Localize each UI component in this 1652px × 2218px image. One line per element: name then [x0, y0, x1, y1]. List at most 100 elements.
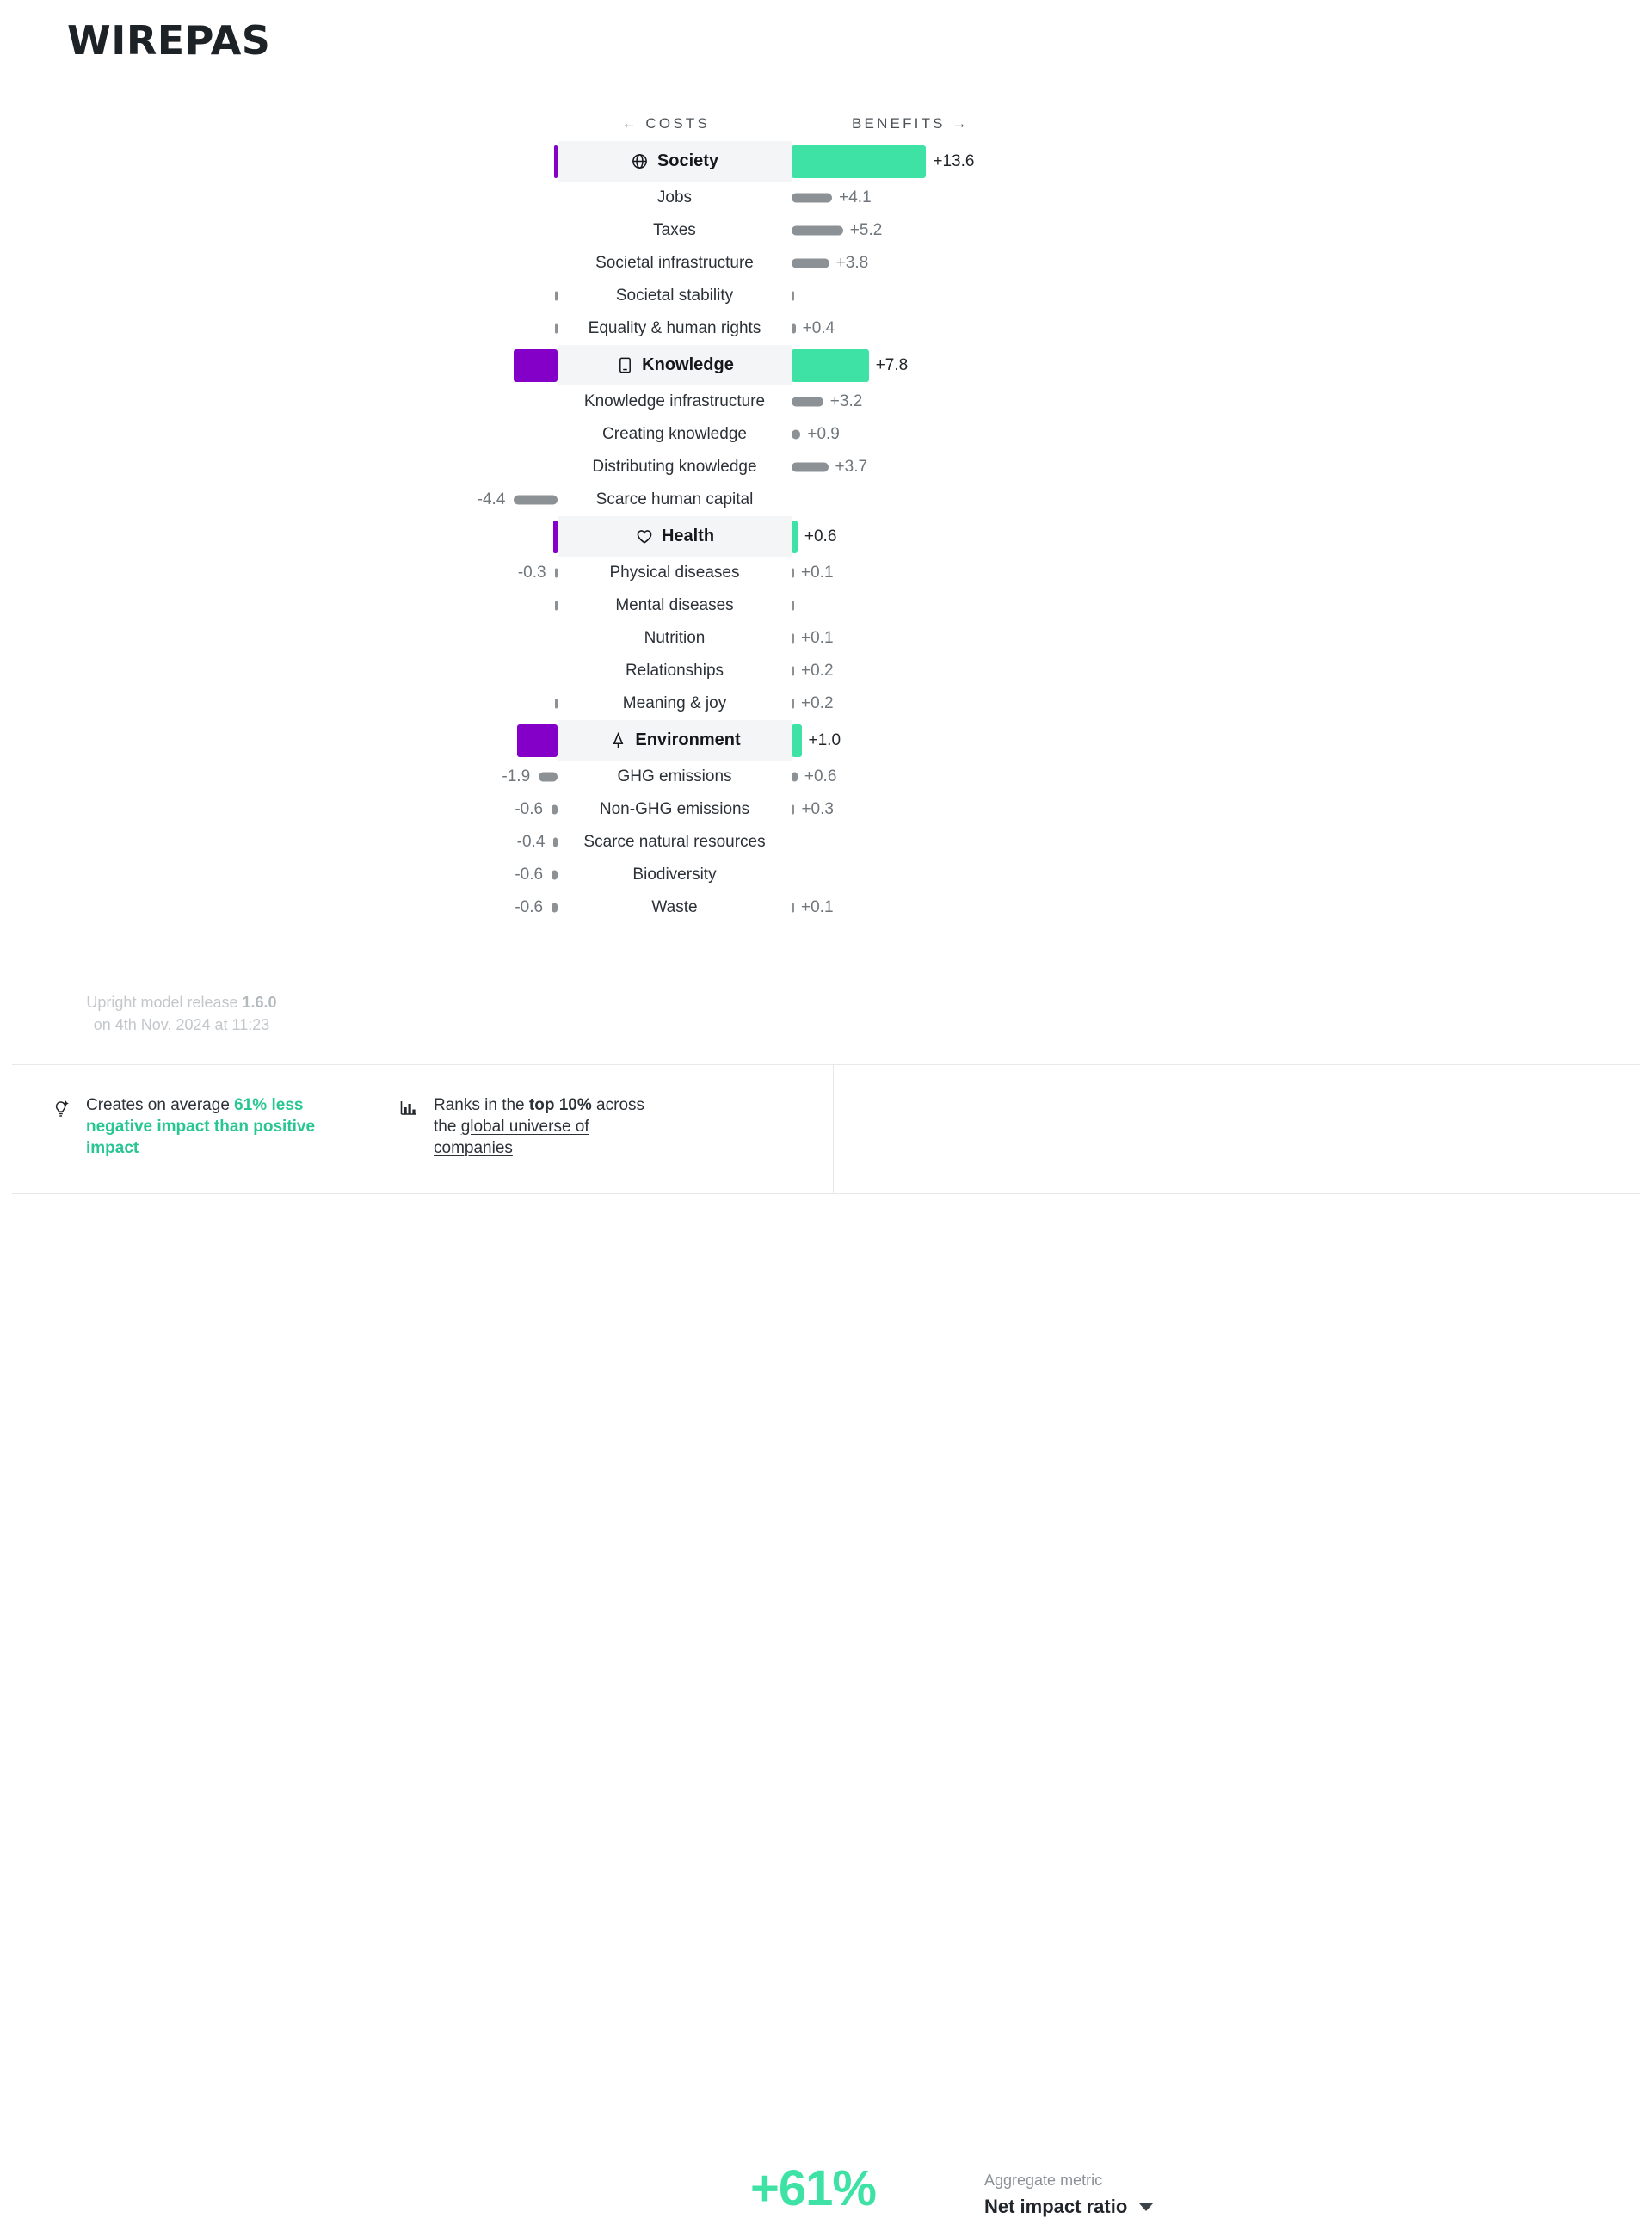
item-cost-bar	[555, 291, 558, 301]
item-label-cell[interactable]: Creating knowledge	[558, 418, 792, 451]
item-label-cell[interactable]: Equality & human rights	[558, 312, 792, 345]
item-benefit-value: +0.4	[802, 319, 835, 337]
item-label-cell[interactable]: Societal infrastructure	[558, 247, 792, 280]
item-row[interactable]: -0.6 Waste +0.1	[0, 891, 1652, 924]
category-row[interactable]: -0.1Society+13.6	[0, 141, 1652, 182]
item-benefit-bar	[792, 462, 829, 472]
item-row[interactable]: Societal stability	[0, 280, 1652, 312]
item-label-cell[interactable]: GHG emissions	[558, 761, 792, 793]
item-benefit-bar	[792, 666, 794, 676]
item-label-cell[interactable]: Knowledge infrastructure	[558, 385, 792, 418]
item-row[interactable]: Nutrition +0.1	[0, 622, 1652, 655]
item-row[interactable]: -4.4 Scarce human capital	[0, 484, 1652, 516]
footer-stat1-highlight: 61% less negative impact than positive i…	[86, 1096, 316, 1157]
item-label-cell[interactable]: Biodiversity	[558, 859, 792, 891]
item-name: Creating knowledge	[602, 425, 747, 443]
aggregate-metric-label: Aggregate metric	[984, 2172, 1103, 2189]
item-row[interactable]: -0.6 Biodiversity	[0, 859, 1652, 891]
axis-label-costs: ← COSTS	[621, 115, 710, 132]
category-label-cell[interactable]: Environment	[558, 720, 792, 761]
item-row[interactable]: -0.3 Physical diseases +0.1	[0, 557, 1652, 589]
item-benefit-bar	[792, 568, 794, 578]
item-label-cell[interactable]: Mental diseases	[558, 589, 792, 622]
item-benefit-value: +0.1	[801, 629, 834, 647]
item-label-cell[interactable]: Waste	[558, 891, 792, 924]
item-name: Mental diseases	[615, 596, 734, 614]
item-row[interactable]: -0.6 Non-GHG emissions +0.3	[0, 793, 1652, 826]
item-label-cell[interactable]: Jobs	[558, 182, 792, 214]
category-name: Environment	[635, 730, 741, 749]
item-name: Physical diseases	[609, 564, 740, 582]
item-cost-bar	[554, 568, 558, 578]
item-name: GHG emissions	[617, 767, 732, 786]
item-cost-bar	[555, 323, 558, 334]
chart-axis-header: ← COSTS BENEFITS →	[0, 112, 1652, 141]
category-benefit-bar	[792, 348, 869, 382]
category-row[interactable]: -4.1Environment+1.0	[0, 720, 1652, 761]
lightbulb-idea-icon	[50, 1097, 72, 1124]
item-cost-value: -0.6	[515, 800, 544, 818]
item-label-cell[interactable]: Distributing knowledge	[558, 451, 792, 484]
item-label-cell[interactable]: Scarce human capital	[558, 484, 792, 516]
category-label-cell[interactable]: Knowledge	[558, 345, 792, 385]
aggregate-metric-block: Aggregate metric Net impact ratio	[984, 2172, 1154, 2218]
category-name: Health	[661, 527, 715, 545]
category-label-cell[interactable]: Health	[558, 516, 792, 557]
item-name: Jobs	[656, 188, 693, 206]
item-cost-value: -0.6	[515, 866, 544, 884]
item-row[interactable]: Meaning & joy +0.2	[0, 687, 1652, 720]
item-benefit-value: +0.6	[804, 767, 837, 786]
category-benefit-value: +13.6	[933, 151, 975, 170]
item-benefit-value: +0.1	[801, 898, 834, 916]
category-benefit-value: +0.6	[804, 527, 837, 545]
footer-stat2-bold: top 10%	[528, 1096, 592, 1114]
item-label-cell[interactable]: Physical diseases	[558, 557, 792, 589]
item-row[interactable]: Creating knowledge +0.9	[0, 418, 1652, 451]
item-row[interactable]: Knowledge infrastructure +3.2	[0, 385, 1652, 418]
item-row[interactable]: Societal infrastructure +3.8	[0, 247, 1652, 280]
chevron-down-icon[interactable]	[1139, 2203, 1154, 2211]
item-label-cell[interactable]: Non-GHG emissions	[558, 793, 792, 826]
item-name: Scarce natural resources	[583, 833, 766, 851]
item-row[interactable]: -0.4 Scarce natural resources	[0, 826, 1652, 859]
item-name: Knowledge infrastructure	[583, 392, 766, 410]
category-benefit-bar	[792, 520, 798, 553]
item-benefit-value: +3.7	[835, 458, 868, 476]
item-label-cell[interactable]: Scarce natural resources	[558, 826, 792, 859]
item-row[interactable]: Jobs +4.1	[0, 182, 1652, 214]
global-universe-link[interactable]: global universe of companies	[434, 1118, 589, 1157]
item-label-cell[interactable]: Societal stability	[558, 280, 792, 312]
item-row[interactable]: Taxes +5.2	[0, 214, 1652, 247]
item-row[interactable]: -1.9 GHG emissions +0.6	[0, 761, 1652, 793]
item-benefit-bar	[792, 225, 843, 236]
item-cost-value: -1.9	[502, 767, 531, 786]
aggregate-metric-selector[interactable]: Net impact ratio	[984, 2196, 1154, 2218]
item-cost-bar	[552, 903, 558, 913]
item-name: Biodiversity	[632, 866, 717, 884]
category-row[interactable]: -0.4Health+0.6	[0, 516, 1652, 557]
item-benefit-bar	[792, 258, 829, 268]
item-label-cell[interactable]: Nutrition	[558, 622, 792, 655]
item-row[interactable]: Relationships +0.2	[0, 655, 1652, 687]
item-row[interactable]: Equality & human rights +0.4	[0, 312, 1652, 345]
footer-bottom-divider	[12, 1193, 1640, 1194]
category-cost-bar	[514, 348, 558, 382]
item-cost-value: -4.4	[477, 490, 506, 508]
item-name: Non-GHG emissions	[599, 800, 750, 818]
item-label-cell[interactable]: Relationships	[558, 655, 792, 687]
item-row[interactable]: Mental diseases	[0, 589, 1652, 622]
category-name: Society	[656, 151, 719, 170]
item-cost-bar	[555, 699, 558, 709]
item-benefit-value: +5.2	[849, 221, 883, 239]
category-benefit-value: +7.8	[875, 355, 909, 374]
book-icon	[615, 356, 634, 375]
item-label-cell[interactable]: Meaning & joy	[558, 687, 792, 720]
item-row[interactable]: Distributing knowledge +3.7	[0, 451, 1652, 484]
net-impact-chart: ← COSTS BENEFITS → -0.1Society+13.6Jobs+…	[0, 112, 1652, 924]
item-label-cell[interactable]: Taxes	[558, 214, 792, 247]
item-cost-value: -0.6	[515, 898, 544, 916]
category-label-cell[interactable]: Society	[558, 141, 792, 182]
item-name: Distributing knowledge	[592, 458, 757, 476]
item-benefit-bar	[792, 429, 801, 440]
